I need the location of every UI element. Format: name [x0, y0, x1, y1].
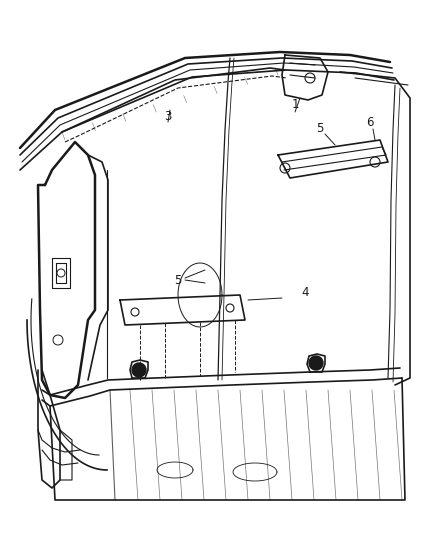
- Text: 6: 6: [366, 116, 374, 128]
- Circle shape: [132, 363, 146, 377]
- Text: 4: 4: [301, 287, 309, 300]
- Text: 5: 5: [316, 122, 324, 134]
- Text: 1: 1: [291, 99, 299, 111]
- Circle shape: [309, 356, 323, 370]
- Text: 3: 3: [164, 109, 172, 123]
- Text: 5: 5: [174, 273, 182, 287]
